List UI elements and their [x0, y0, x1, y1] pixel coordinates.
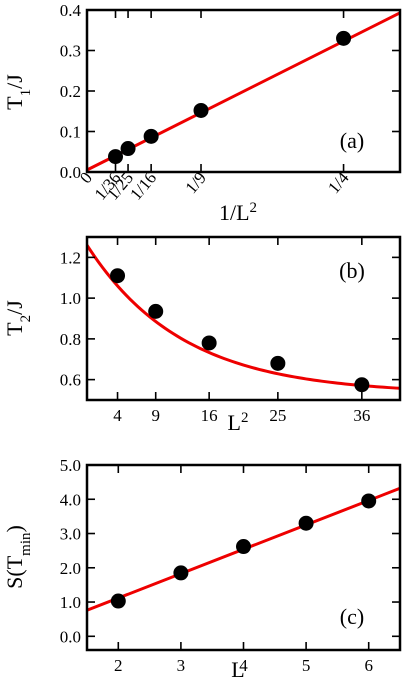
xtick-label-b-0: 4 [113, 406, 122, 425]
panel-label-c: (c) [340, 604, 364, 629]
ytick-label-a-1: 0.1 [60, 123, 81, 142]
xtick-label-c-0: 2 [114, 656, 123, 675]
data-point-b-3 [270, 355, 286, 371]
ytick-label-c-0: 0.0 [60, 627, 81, 646]
panel-label-a: (a) [340, 128, 364, 153]
data-point-b-4 [354, 377, 370, 393]
xtick-label-b-4: 36 [353, 406, 370, 425]
data-point-a-4 [336, 30, 352, 46]
xtick-label-c-3: 5 [302, 656, 311, 675]
data-point-c-3 [298, 515, 314, 531]
ytick-label-c-5: 5.0 [60, 456, 81, 475]
xtick-label-c-1: 3 [177, 656, 186, 675]
ytick-label-c-3: 3.0 [60, 525, 81, 544]
panel-b: 0.6 0.8 1.0 1.2 4 9 16 25 36 (b) L2 T2/J [2, 235, 402, 435]
y-axis-title-c: S(Tmin) [2, 525, 34, 589]
panel-c: 0.0 1.0 2.0 3.0 4.0 5.0 2 3 4 5 6 (c) L S(Tmin) [2, 456, 402, 677]
ytick-label-a-3: 0.3 [60, 42, 81, 61]
data-point-a-2 [143, 128, 159, 144]
y-axis-title-b: T2/J [2, 300, 34, 336]
data-point-a-0 [108, 149, 124, 165]
ytick-label-c-2: 2.0 [60, 559, 81, 578]
panel-label-b: (b) [339, 258, 365, 283]
data-point-b-2 [201, 335, 217, 351]
x-axis-title-a: 1/L2 [219, 200, 257, 225]
axis-frame-b [85, 235, 402, 402]
panel-a: 0.00.10.20.30.401/361/251/16 1/9 1/4(a)1/L… [2, 1, 402, 225]
data-point-c-0 [110, 593, 126, 609]
data-point-c-1 [173, 565, 189, 581]
fit-line-b [87, 244, 400, 390]
ytick-label-b-1: 0.8 [60, 330, 81, 349]
xtick-label-b-3: 25 [269, 406, 286, 425]
ytick-label-a-4: 0.4 [60, 1, 82, 20]
xtick-label-b-2: 16 [201, 406, 218, 425]
ytick-label-b-3: 1.2 [60, 248, 81, 267]
ytick-label-b-2: 1.0 [60, 289, 81, 308]
xtick-label-a-3: 1/16 [126, 168, 160, 203]
ytick-label-b-0: 0.6 [60, 371, 81, 390]
ytick-label-c-1: 1.0 [60, 593, 81, 612]
ytick-label-a-0: 0.0 [60, 163, 81, 182]
data-point-a-3 [193, 102, 209, 118]
y-axis-title-a: T1/J [2, 74, 34, 110]
ytick-label-a-2: 0.2 [60, 82, 81, 101]
data-point-b-0 [110, 268, 126, 284]
data-point-b-1 [148, 303, 164, 319]
x-axis-title-c: L [231, 657, 244, 677]
x-axis-title-b: L2 [228, 410, 249, 435]
data-point-a-1 [120, 141, 136, 157]
xtick-label-c-4: 6 [364, 656, 373, 675]
xtick-label-b-1: 9 [151, 406, 160, 425]
xtick-label-c-2: 4 [239, 656, 248, 675]
ytick-label-c-4: 4.0 [60, 490, 81, 509]
data-point-c-2 [236, 539, 251, 555]
data-point-c-4 [361, 493, 377, 509]
